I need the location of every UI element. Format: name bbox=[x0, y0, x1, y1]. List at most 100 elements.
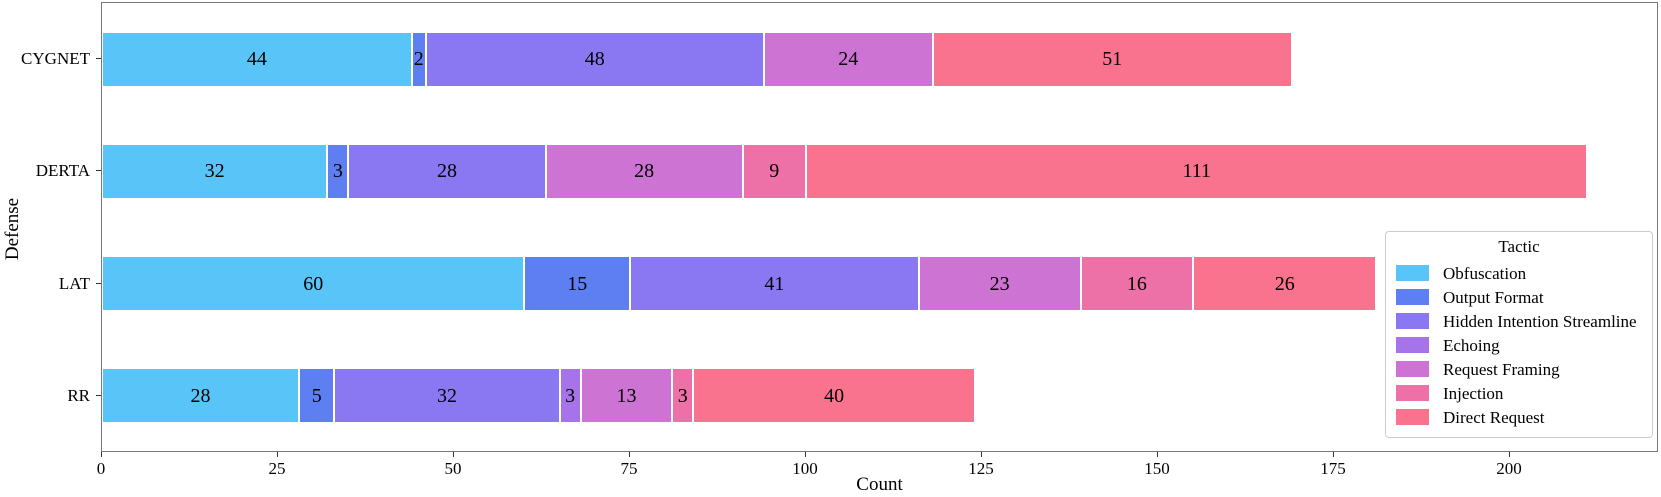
bar-segment-rr-obfuscation: 28 bbox=[102, 368, 300, 424]
bar-value-label: 24 bbox=[838, 48, 859, 71]
x-tick-mark bbox=[453, 452, 454, 457]
x-tick-mark bbox=[1509, 452, 1510, 457]
bar-value-label: 23 bbox=[989, 272, 1010, 295]
plot-area: 44 2 48 24 51 32 3 28 28 9 111 60 15 41 23 16 26 28 5 32 3 13… bbox=[101, 2, 1658, 452]
x-tick-label-50: 50 bbox=[444, 459, 462, 478]
bar-value-label: 9 bbox=[769, 160, 780, 183]
legend-entry-injection: Injection bbox=[1396, 381, 1642, 405]
y-tick-label-lat: LAT bbox=[58, 273, 90, 293]
bar-value-label: 26 bbox=[1274, 272, 1295, 295]
bar-segment-lat-hidden-intention-streamline: 41 bbox=[630, 256, 919, 312]
x-tick-mark bbox=[101, 452, 102, 457]
x-tick-label-100: 100 bbox=[792, 459, 818, 478]
bar-row-cygnet: 44 2 48 24 51 bbox=[102, 31, 1657, 87]
y-tick-mark bbox=[96, 170, 101, 172]
bar-segment-derta-request-framing: 28 bbox=[545, 143, 743, 199]
bar-row-lat: 60 15 41 23 16 26 bbox=[102, 256, 1657, 312]
bar-segment-derta-hidden-intention-streamline: 28 bbox=[348, 143, 546, 199]
bar-segment-rr-request-framing: 13 bbox=[580, 368, 673, 424]
y-tick-label-cygnet: CYGNET bbox=[21, 49, 90, 69]
bar-segment-lat-output-format: 15 bbox=[524, 256, 630, 312]
y-tick-mark bbox=[96, 58, 101, 60]
bar-value-label: 16 bbox=[1126, 272, 1147, 295]
x-tick-label-25: 25 bbox=[268, 459, 286, 478]
bar-segment-rr-echoing: 3 bbox=[559, 368, 581, 424]
bar-segment-rr-direct-request: 40 bbox=[693, 368, 975, 424]
bar-segment-derta-obfuscation: 32 bbox=[102, 143, 328, 199]
bar-segment-rr-injection: 3 bbox=[672, 368, 694, 424]
x-tick-mark bbox=[1333, 452, 1334, 457]
bar-segment-cygnet-output-format: 2 bbox=[411, 31, 426, 87]
bar-segment-cygnet-request-framing: 24 bbox=[763, 31, 933, 87]
bar-segment-lat-obfuscation: 60 bbox=[102, 256, 525, 312]
bar-value-label: 5 bbox=[311, 384, 322, 407]
bar-segment-derta-injection: 9 bbox=[742, 143, 806, 199]
bar-value-label: 48 bbox=[584, 48, 605, 71]
legend-label: Request Framing bbox=[1443, 359, 1560, 379]
legend: Tactic Obfuscation Output Format Hidden In… bbox=[1385, 231, 1653, 438]
bar-value-label: 60 bbox=[303, 272, 324, 295]
bar-segment-rr-hidden-intention-streamline: 32 bbox=[334, 368, 560, 424]
x-tick-mark bbox=[805, 452, 806, 457]
legend-entry-request-framing: Request Framing bbox=[1396, 357, 1642, 381]
legend-label: Output Format bbox=[1443, 287, 1544, 307]
y-tick-label-rr: RR bbox=[67, 385, 90, 405]
bar-segment-cygnet-direct-request: 51 bbox=[932, 31, 1292, 87]
x-tick-label-0: 0 bbox=[96, 459, 106, 478]
bar-segment-lat-injection: 16 bbox=[1080, 256, 1194, 312]
bar-value-label: 13 bbox=[616, 384, 637, 407]
bar-value-label: 28 bbox=[190, 384, 211, 407]
legend-label: Echoing bbox=[1443, 335, 1500, 355]
legend-entry-obfuscation: Obfuscation bbox=[1396, 261, 1642, 285]
bar-row-derta: 32 3 28 28 9 111 bbox=[102, 143, 1657, 199]
legend-label: Hidden Intention Streamline bbox=[1443, 311, 1637, 331]
bar-segment-lat-request-framing: 23 bbox=[918, 256, 1081, 312]
x-tick-label-125: 125 bbox=[968, 459, 994, 478]
bar-segment-lat-direct-request: 26 bbox=[1193, 256, 1377, 312]
bar-value-label: 3 bbox=[677, 384, 688, 407]
bar-value-label: 28 bbox=[436, 160, 457, 183]
legend-entry-output-format: Output Format bbox=[1396, 285, 1642, 309]
bar-value-label: 2 bbox=[413, 48, 424, 71]
legend-swatch-icon bbox=[1396, 337, 1429, 353]
legend-entry-hidden-intention-streamline: Hidden Intention Streamline bbox=[1396, 309, 1642, 333]
legend-label: Direct Request bbox=[1443, 407, 1545, 427]
legend-title: Tactic bbox=[1498, 237, 1540, 256]
legend-entries: Obfuscation Output Format Hidden Intention… bbox=[1396, 261, 1642, 429]
y-tick-mark bbox=[96, 282, 101, 284]
legend-swatch-icon bbox=[1396, 361, 1429, 377]
bar-segment-rr-output-format: 5 bbox=[299, 368, 335, 424]
y-tick-label-derta: DERTA bbox=[35, 161, 90, 181]
legend-entry-echoing: Echoing bbox=[1396, 333, 1642, 357]
bar-value-label: 3 bbox=[565, 384, 576, 407]
bar-row-rr: 28 5 32 3 13 3 40 bbox=[102, 368, 1657, 424]
bar-value-label: 111 bbox=[1182, 160, 1211, 183]
bar-value-label: 44 bbox=[246, 48, 267, 71]
legend-swatch-icon bbox=[1396, 265, 1429, 281]
bar-value-label: 3 bbox=[332, 160, 343, 183]
x-tick-mark bbox=[981, 452, 982, 457]
y-tick-mark bbox=[96, 394, 101, 396]
bar-value-label: 32 bbox=[436, 384, 457, 407]
x-tick-mark bbox=[1157, 452, 1158, 457]
bar-value-label: 32 bbox=[204, 160, 225, 183]
x-tick-mark bbox=[629, 452, 630, 457]
x-tick-label-200: 200 bbox=[1496, 459, 1522, 478]
bar-value-label: 15 bbox=[567, 272, 588, 295]
legend-entry-direct-request: Direct Request bbox=[1396, 405, 1642, 429]
bar-segment-derta-direct-request: 111 bbox=[806, 143, 1588, 199]
legend-label: Injection bbox=[1443, 383, 1504, 403]
x-tick-label-75: 75 bbox=[620, 459, 638, 478]
bar-value-label: 40 bbox=[824, 384, 845, 407]
x-tick-mark bbox=[277, 452, 278, 457]
legend-label: Obfuscation bbox=[1443, 263, 1527, 283]
bar-value-label: 41 bbox=[764, 272, 785, 295]
x-tick-label-150: 150 bbox=[1144, 459, 1170, 478]
bar-segment-cygnet-obfuscation: 44 bbox=[102, 31, 412, 87]
legend-swatch-icon bbox=[1396, 385, 1429, 401]
bar-segment-derta-output-format: 3 bbox=[327, 143, 349, 199]
x-tick-label-175: 175 bbox=[1320, 459, 1346, 478]
bar-segment-cygnet-hidden-intention-streamline: 48 bbox=[425, 31, 764, 87]
legend-swatch-icon bbox=[1396, 313, 1429, 329]
